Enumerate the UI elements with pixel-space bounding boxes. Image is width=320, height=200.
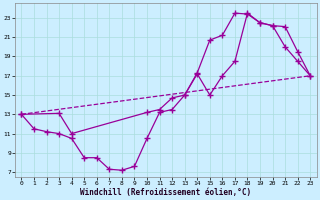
X-axis label: Windchill (Refroidissement éolien,°C): Windchill (Refroidissement éolien,°C) bbox=[80, 188, 252, 197]
